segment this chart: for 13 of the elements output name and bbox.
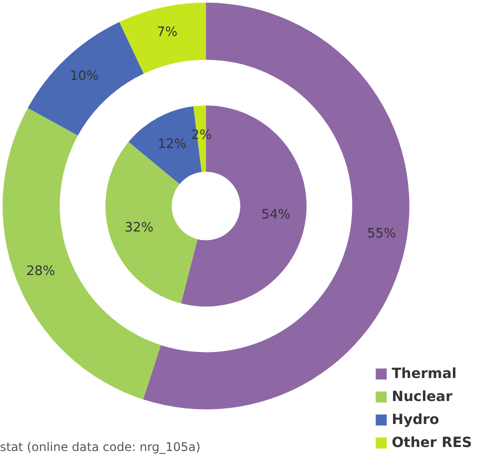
legend-label: Thermal — [392, 366, 456, 382]
data-label: 12% — [158, 136, 187, 152]
data-label: 55% — [367, 226, 396, 242]
data-label: 32% — [124, 220, 154, 236]
data-label: 7% — [156, 24, 178, 40]
legend-label: Other RES — [392, 435, 472, 451]
text: stat (online data code: nrg_105a) — [0, 440, 200, 454]
data-label: 10% — [70, 68, 99, 84]
legend-label: Nuclear — [392, 389, 452, 405]
data-label: 54% — [261, 207, 290, 222]
data-label: 28% — [26, 264, 56, 279]
legend-label: Hydro — [392, 412, 440, 428]
data-label: 2% — [191, 128, 212, 144]
